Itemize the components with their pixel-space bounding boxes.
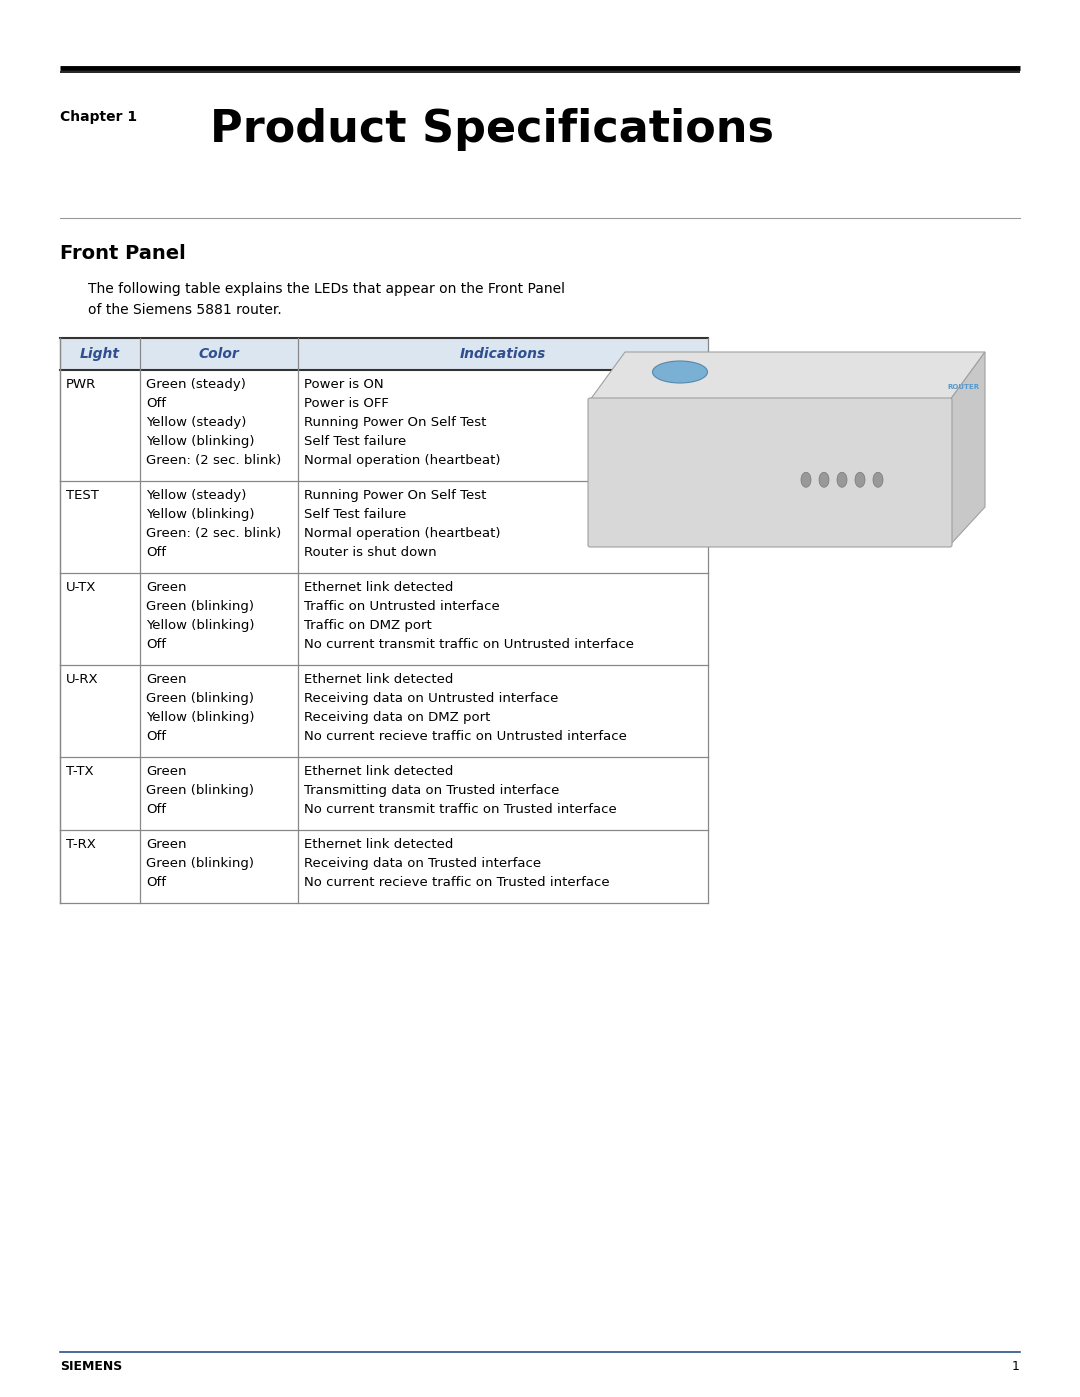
Text: Ethernet link detected: Ethernet link detected <box>303 766 454 778</box>
Bar <box>60 757 708 830</box>
Text: No current recieve traffic on Untrusted interface: No current recieve traffic on Untrusted … <box>303 731 626 743</box>
Text: T-TX: T-TX <box>66 766 94 778</box>
Text: Receiving data on Untrusted interface: Receiving data on Untrusted interface <box>303 692 558 705</box>
Text: Ethernet link detected: Ethernet link detected <box>303 581 454 594</box>
Text: TEST: TEST <box>66 489 99 502</box>
Text: U-TX: U-TX <box>66 581 96 594</box>
Ellipse shape <box>801 472 811 488</box>
FancyBboxPatch shape <box>588 398 951 548</box>
Text: Green: Green <box>146 581 187 594</box>
Text: Green (blinking): Green (blinking) <box>146 784 254 798</box>
Text: Green (steady): Green (steady) <box>146 379 246 391</box>
Ellipse shape <box>873 472 883 488</box>
Polygon shape <box>950 352 985 545</box>
Text: The following table explains the LEDs that appear on the Front Panel
of the Siem: The following table explains the LEDs th… <box>87 282 565 317</box>
Text: Normal operation (heartbeat): Normal operation (heartbeat) <box>303 454 500 467</box>
Text: Color: Color <box>199 346 240 360</box>
Text: Green (blinking): Green (blinking) <box>146 692 254 705</box>
Text: Green (blinking): Green (blinking) <box>146 599 254 613</box>
Text: Power is OFF: Power is OFF <box>303 397 389 409</box>
Text: Ethernet link detected: Ethernet link detected <box>303 838 454 851</box>
Text: ROUTER: ROUTER <box>948 384 980 390</box>
Text: Normal operation (heartbeat): Normal operation (heartbeat) <box>303 527 500 541</box>
Text: Running Power On Self Test: Running Power On Self Test <box>303 489 486 502</box>
Text: Indications: Indications <box>460 346 546 360</box>
Text: Self Test failure: Self Test failure <box>303 434 406 448</box>
Text: Off: Off <box>146 731 166 743</box>
Bar <box>60 338 708 370</box>
Text: Yellow (blinking): Yellow (blinking) <box>146 509 255 521</box>
Bar <box>60 830 708 902</box>
Text: Product Specifications: Product Specifications <box>210 108 774 151</box>
Bar <box>60 481 708 573</box>
Text: Green: (2 sec. blink): Green: (2 sec. blink) <box>146 454 281 467</box>
Text: 1: 1 <box>1012 1361 1020 1373</box>
Text: No current recieve traffic on Trusted interface: No current recieve traffic on Trusted in… <box>303 876 609 888</box>
Text: Chapter 1: Chapter 1 <box>60 110 137 124</box>
Ellipse shape <box>819 472 829 488</box>
Text: Green (blinking): Green (blinking) <box>146 856 254 870</box>
Text: No current transmit traffic on Trusted interface: No current transmit traffic on Trusted i… <box>303 803 617 816</box>
Text: Green: Green <box>146 838 187 851</box>
Text: Receiving data on Trusted interface: Receiving data on Trusted interface <box>303 856 541 870</box>
Text: T-RX: T-RX <box>66 838 96 851</box>
Text: Traffic on Untrusted interface: Traffic on Untrusted interface <box>303 599 500 613</box>
Text: Yellow (steady): Yellow (steady) <box>146 416 246 429</box>
Text: Front Panel: Front Panel <box>60 244 186 263</box>
Text: Green: Green <box>146 766 187 778</box>
Bar <box>60 370 708 481</box>
Text: Receiving data on DMZ port: Receiving data on DMZ port <box>303 711 490 724</box>
Text: Traffic on DMZ port: Traffic on DMZ port <box>303 619 432 631</box>
Text: Power is ON: Power is ON <box>303 379 383 391</box>
Text: Router is shut down: Router is shut down <box>303 546 436 559</box>
Text: Off: Off <box>146 546 166 559</box>
Text: Off: Off <box>146 638 166 651</box>
Bar <box>60 665 708 757</box>
Text: Yellow (steady): Yellow (steady) <box>146 489 246 502</box>
Bar <box>60 573 708 665</box>
Ellipse shape <box>652 360 707 383</box>
Text: Green: Green <box>146 673 187 686</box>
Polygon shape <box>590 352 985 400</box>
Text: Light: Light <box>80 346 120 360</box>
Text: Transmitting data on Trusted interface: Transmitting data on Trusted interface <box>303 784 559 798</box>
Text: No current transmit traffic on Untrusted interface: No current transmit traffic on Untrusted… <box>303 638 634 651</box>
Text: Yellow (blinking): Yellow (blinking) <box>146 434 255 448</box>
Ellipse shape <box>837 472 847 488</box>
Text: Yellow (blinking): Yellow (blinking) <box>146 619 255 631</box>
Text: Running Power On Self Test: Running Power On Self Test <box>303 416 486 429</box>
Text: Ethernet link detected: Ethernet link detected <box>303 673 454 686</box>
Text: U-RX: U-RX <box>66 673 98 686</box>
Text: Off: Off <box>146 876 166 888</box>
Text: Green: (2 sec. blink): Green: (2 sec. blink) <box>146 527 281 541</box>
Ellipse shape <box>855 472 865 488</box>
Text: Off: Off <box>146 397 166 409</box>
Text: Off: Off <box>146 803 166 816</box>
Text: Yellow (blinking): Yellow (blinking) <box>146 711 255 724</box>
Text: SIEMENS: SIEMENS <box>60 1361 122 1373</box>
Text: Self Test failure: Self Test failure <box>303 509 406 521</box>
Text: PWR: PWR <box>66 379 96 391</box>
